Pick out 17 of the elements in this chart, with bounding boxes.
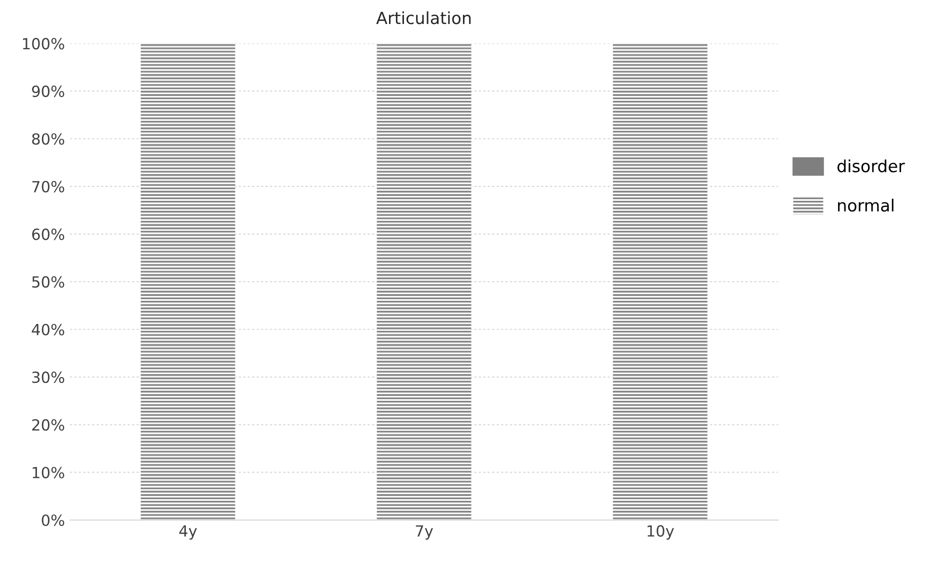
x-tick-label: 10y [648, 525, 674, 540]
legend-label: normal [838, 198, 894, 212]
y-tick-label: 10% [32, 466, 64, 478]
y-tick-label: 60% [32, 228, 64, 240]
y-tick-label: 50% [32, 276, 64, 288]
y-tick-label: 100% [23, 38, 64, 50]
x-tick-label: 4y [179, 525, 197, 540]
y-tick-label: 0% [42, 514, 64, 526]
y-tick-label: 70% [32, 180, 64, 192]
chart-title: Articulation [376, 11, 471, 24]
legend-label: disorder [837, 159, 905, 172]
y-tick-label: 40% [32, 324, 64, 336]
y-tick-label: 20% [32, 419, 64, 431]
y-tick-label: 80% [32, 133, 64, 145]
y-tick-label: 90% [32, 86, 64, 98]
y-tick-label: 30% [32, 372, 64, 384]
x-tick-label: 7y [416, 525, 433, 540]
